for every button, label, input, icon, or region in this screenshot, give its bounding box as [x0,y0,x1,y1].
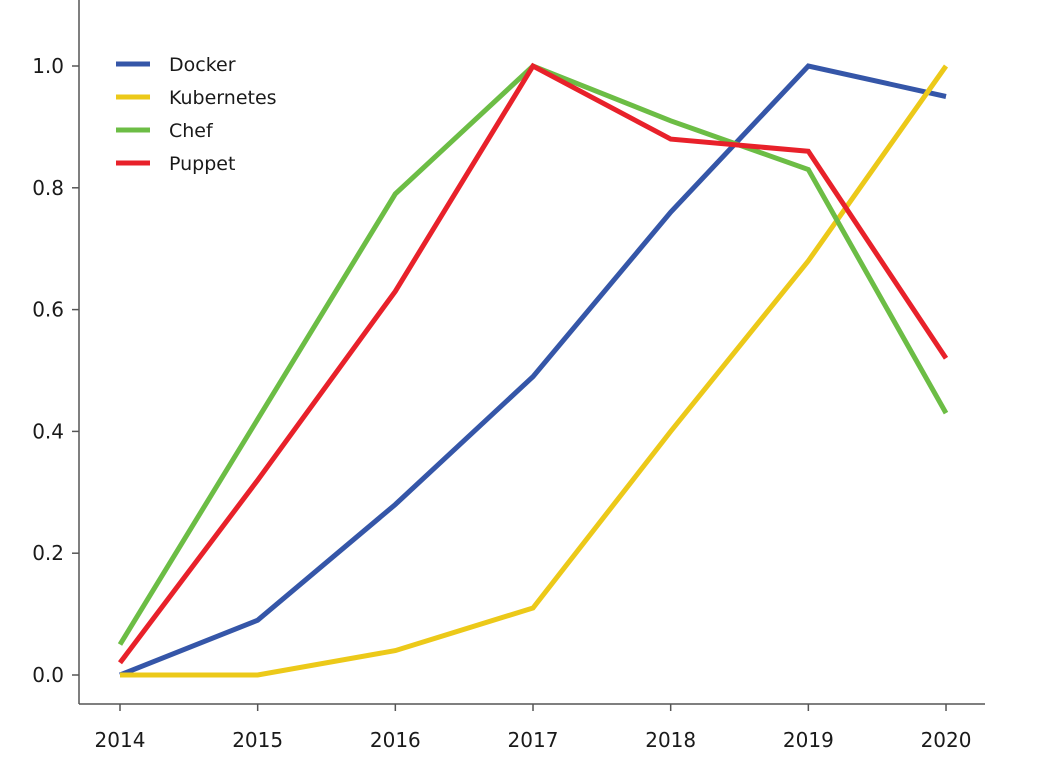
y-tick-label: 0.0 [32,663,64,687]
y-tick-label: 0.6 [32,298,64,322]
y-tick-label: 0.8 [32,176,64,200]
series-line-chef [117,63,949,646]
legend-label: Puppet [169,153,235,175]
legend-label: Chef [169,120,214,142]
legend: Docker Kubernetes Chef Puppet [116,54,277,175]
legend-label: Docker [169,54,236,76]
legend-item-kubernetes: Kubernetes [116,87,277,109]
legend-label: Kubernetes [169,87,277,109]
legend-item-docker: Docker [116,54,236,76]
x-tick-label: 2016 [370,728,421,752]
y-tick-label: 0.4 [32,419,64,443]
y-tick-label: 0.2 [32,541,64,565]
y-tick-label: 1.0 [32,54,64,78]
series-lines [117,62,949,678]
y-ticks: 0.0 0.2 0.4 0.6 0.8 1.0 [32,54,79,687]
series-line-docker [119,63,947,678]
x-tick-label: 2020 [921,728,972,752]
series-line-puppet [118,62,949,665]
legend-item-puppet: Puppet [116,153,235,175]
series-line-kubernetes [120,64,949,678]
x-tick-label: 2018 [645,728,696,752]
x-tick-label: 2014 [95,728,146,752]
legend-item-chef: Chef [116,120,214,142]
x-tick-label: 2019 [783,728,834,752]
x-tick-label: 2017 [508,728,559,752]
x-tick-label: 2015 [232,728,283,752]
axes [78,0,985,705]
x-ticks: 2014 2015 2016 2017 2018 2019 2020 [95,704,972,752]
